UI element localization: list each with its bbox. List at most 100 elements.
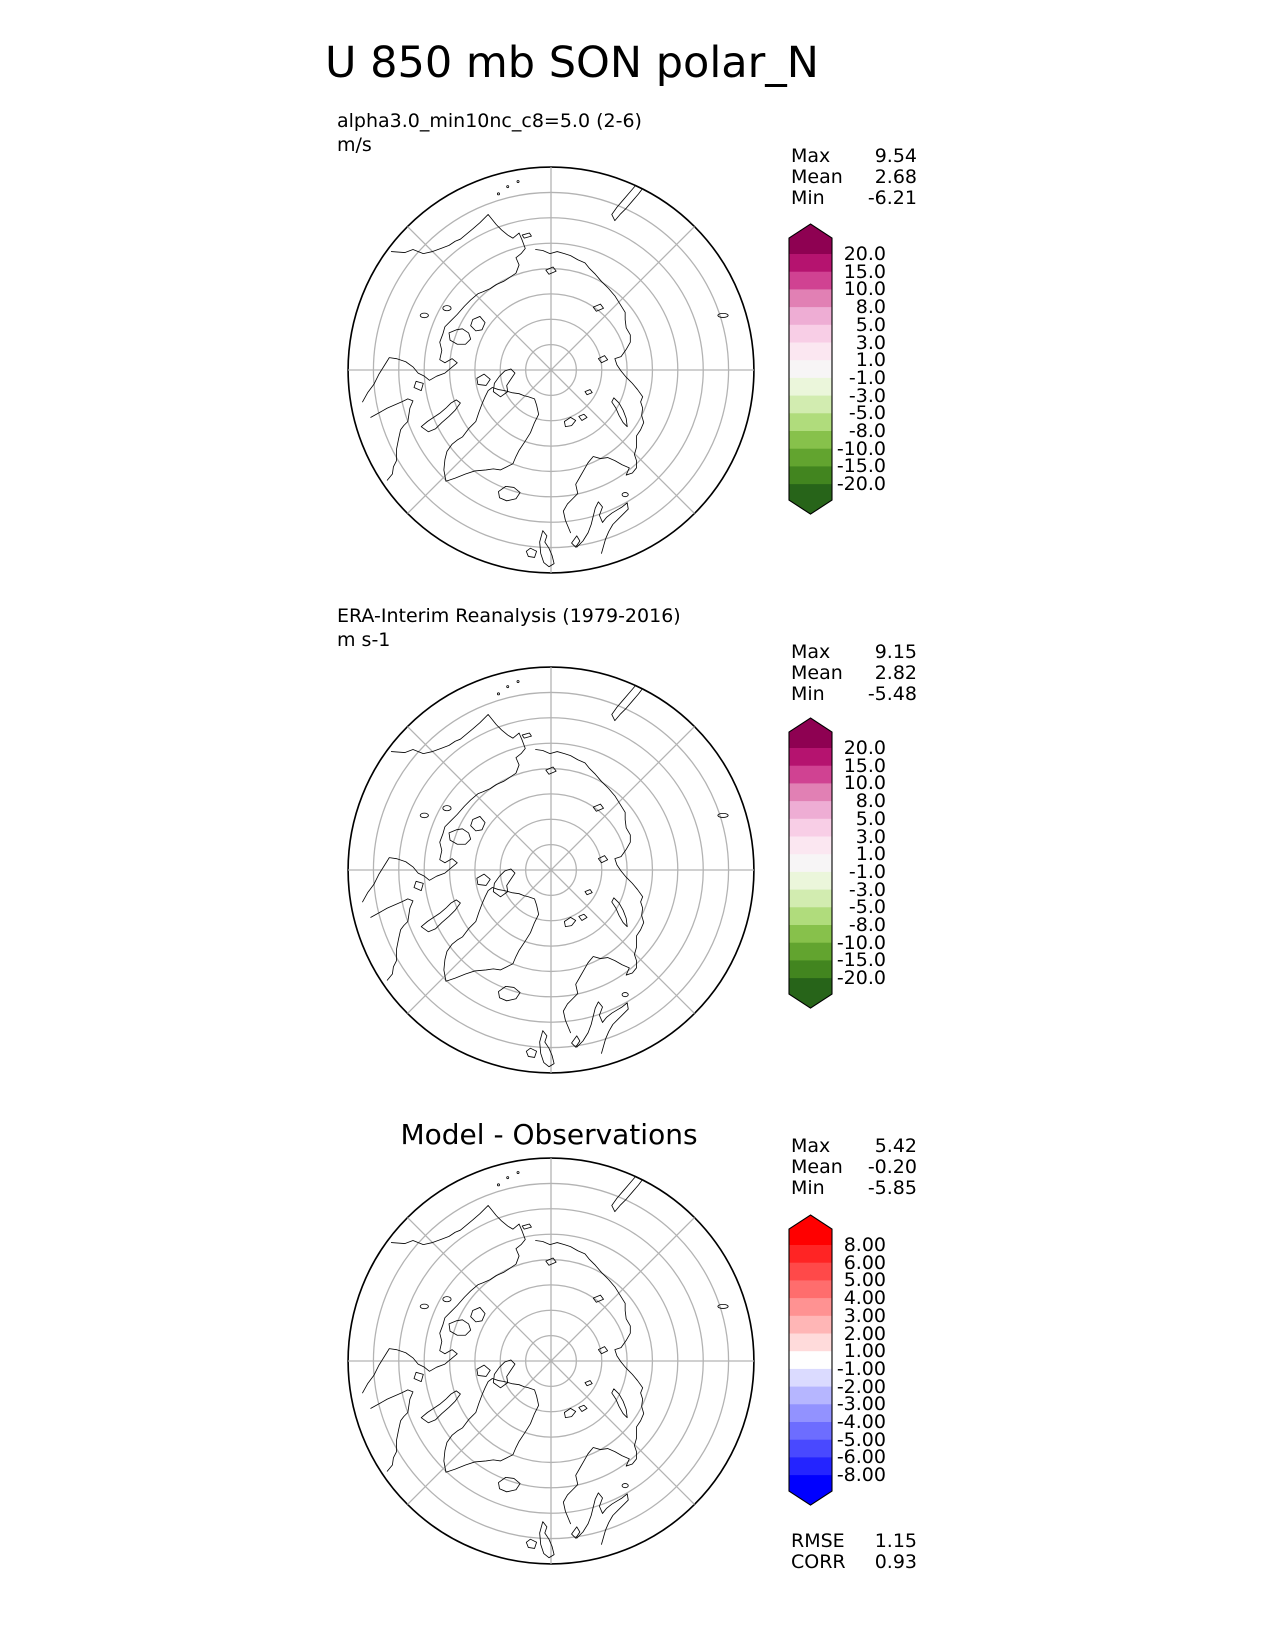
colorbar-tick-label: -10.0	[836, 437, 886, 460]
colorbar-tick-label: -5.0	[848, 402, 886, 425]
colorbar-tick-label: 5.00	[843, 1269, 886, 1292]
stat-label: RMSE	[791, 1530, 845, 1552]
colorbar-tick-label: -10.0	[836, 931, 886, 954]
stat-value: 9.15	[874, 641, 917, 663]
stat-row-mean-2: Mean 2.82	[791, 663, 917, 684]
colorbar-band	[789, 801, 832, 820]
colorbar-band	[789, 1404, 832, 1423]
colorbar-band	[789, 1386, 832, 1405]
colorbar-band	[789, 271, 832, 290]
colorbar-tick-label: 10.0	[843, 772, 886, 795]
colorbar-band	[789, 254, 832, 273]
colorbar-tick-label: -8.00	[836, 1464, 886, 1487]
colorbar-band	[789, 413, 832, 432]
colorbar-band	[789, 307, 832, 326]
colorbar-band	[789, 360, 832, 379]
colorbar-band	[789, 1245, 832, 1264]
stat-label: Max	[791, 641, 831, 663]
colorbar-band	[789, 748, 832, 767]
colorbar-band	[789, 1298, 832, 1317]
polar-map-model	[347, 166, 755, 574]
colorbar-band	[789, 960, 832, 979]
colorbar-tick-label: -5.0	[848, 896, 886, 919]
stat-row-min-1: Min -6.21	[791, 188, 917, 209]
colorbar-tick-label: -15.0	[836, 455, 886, 478]
colorbar-tick-label: 1.0	[855, 349, 886, 372]
polar-map-observations	[347, 666, 755, 1074]
colorbar-2	[788, 717, 833, 1009]
colorbar-tick-label: 5.0	[855, 313, 886, 336]
stat-label: Min	[791, 683, 825, 705]
colorbar-band	[789, 925, 832, 944]
colorbar-tick-label: 4.00	[843, 1287, 886, 1310]
panel3-title: Model - Observations	[400, 1118, 698, 1151]
colorbar-tick-label: 10.0	[843, 278, 886, 301]
colorbar-tick-label: 20.0	[843, 737, 886, 759]
stat-value: 1.15	[874, 1530, 917, 1552]
colorbar-tick-label: -4.00	[836, 1411, 886, 1433]
colorbar-1	[788, 223, 833, 515]
colorbar-band	[789, 942, 832, 961]
colorbar-tick-label: -3.0	[848, 384, 886, 407]
stat-row-mean-3: Mean -0.20	[791, 1157, 917, 1178]
colorbar-tick-label: 3.00	[843, 1304, 886, 1327]
stat-label: Min	[791, 187, 825, 209]
colorbar-tick-label: 8.0	[855, 790, 886, 813]
stat-row-max-3: Max 5.42	[791, 1136, 917, 1157]
colorbar-band	[789, 342, 832, 361]
colorbar-band	[789, 395, 832, 414]
colorbar-outline	[788, 1214, 833, 1506]
stat-value: 2.82	[874, 662, 917, 684]
colorbar-tick-label: 6.00	[843, 1251, 886, 1274]
colorbar-band	[789, 1351, 832, 1370]
stat-label: Mean	[791, 662, 843, 684]
colorbar-tick-label: 8.0	[855, 296, 886, 319]
stat-label: Max	[791, 145, 831, 167]
stat-label: Mean	[791, 166, 843, 188]
stat-value: -6.21	[867, 187, 917, 209]
stat-value: -5.48	[867, 683, 917, 705]
colorbar-band	[789, 289, 832, 308]
colorbar-tick-label: -1.0	[848, 366, 886, 389]
colorbar-band	[789, 466, 832, 485]
panel2-units-label: m s-1	[337, 629, 391, 651]
panel1-dataset-label: alpha3.0_min10nc_c8=5.0 (2-6)	[337, 110, 642, 132]
colorbar-outline	[788, 717, 833, 1009]
colorbar-outline	[788, 223, 833, 515]
colorbar-tick-label: 15.0	[843, 754, 886, 777]
stat-label: Max	[791, 1135, 831, 1157]
colorbar-tick-label: 1.00	[843, 1340, 886, 1363]
colorbar-tick-label: 1.0	[855, 843, 886, 866]
colorbar-tick-label: 15.0	[843, 260, 886, 283]
stat-row-min-3: Min -5.85	[791, 1178, 917, 1199]
stat-row-max-2: Max 9.15	[791, 642, 917, 663]
colorbar-band	[789, 431, 832, 450]
stat-row-rmse: RMSE 1.15	[791, 1531, 917, 1552]
stat-label: Min	[791, 1177, 825, 1199]
stat-row-corr: CORR 0.93	[791, 1552, 917, 1573]
panel1-units-label: m/s	[337, 134, 372, 156]
colorbar-tick-label: -1.00	[836, 1357, 886, 1380]
colorbar-tick-label: -8.0	[848, 420, 886, 442]
colorbar-band	[789, 818, 832, 838]
colorbar-band	[789, 1368, 832, 1388]
stat-value: 2.68	[874, 166, 917, 188]
colorbar-tick-label: -1.0	[848, 860, 886, 883]
stat-value: -5.85	[867, 1177, 917, 1199]
stat-row-min-2: Min -5.48	[791, 684, 917, 705]
colorbar-band	[789, 1439, 832, 1458]
stat-value: 0.93	[874, 1551, 917, 1573]
stat-value: -0.20	[867, 1156, 917, 1178]
colorbar-tick-label: 5.0	[855, 807, 886, 830]
stat-label: CORR	[791, 1551, 846, 1573]
colorbar-band	[789, 854, 832, 873]
stat-label: Mean	[791, 1156, 843, 1178]
colorbar-band	[789, 448, 832, 467]
colorbar-tick-label: 8.00	[843, 1234, 886, 1256]
colorbar-tick-label: -3.0	[848, 878, 886, 901]
colorbar-band	[789, 1280, 832, 1299]
colorbar-band	[789, 783, 832, 802]
colorbar-tick-label: 3.0	[855, 825, 886, 848]
colorbar-band	[789, 889, 832, 908]
